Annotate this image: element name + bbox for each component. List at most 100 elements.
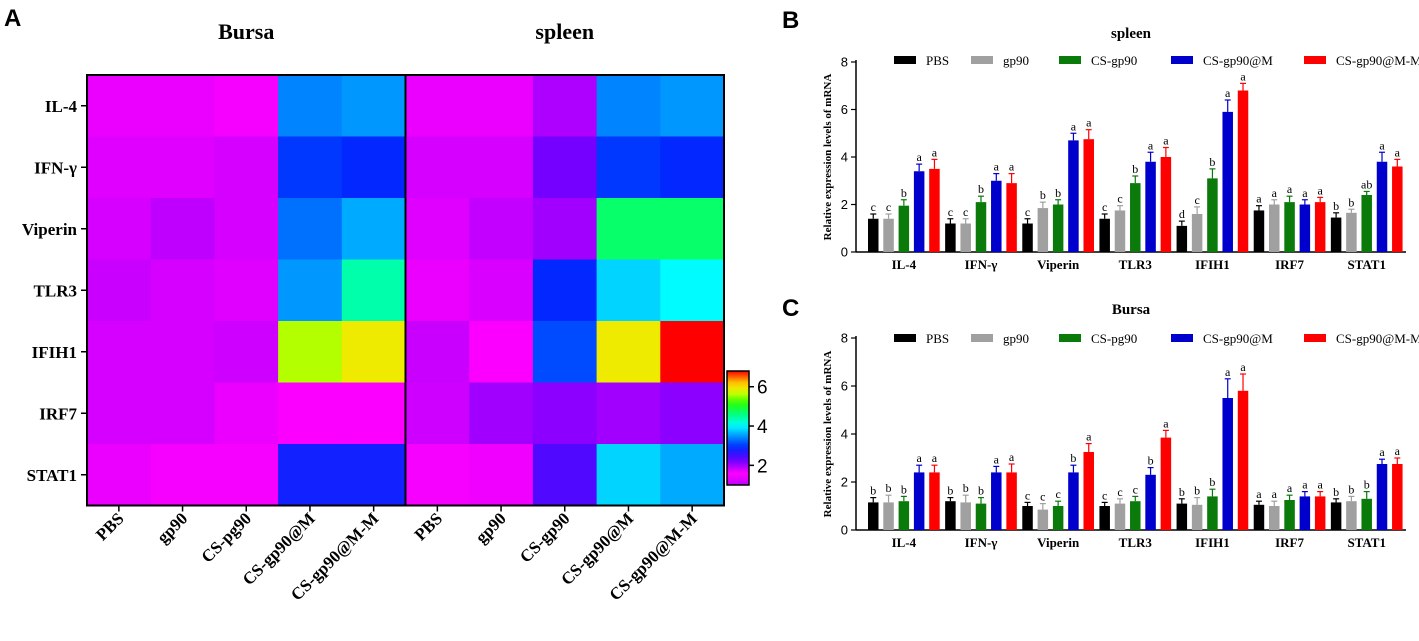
heatmap-cell [214, 321, 279, 384]
significance-letter: c [886, 200, 891, 214]
bar-cs-gp90-m [991, 472, 1002, 530]
significance-letter: c [1194, 193, 1199, 207]
significance-letter: ab [1361, 177, 1372, 191]
bar-cs-pg90 [975, 503, 987, 530]
significance-letter: c [1102, 200, 1107, 214]
heatmap-cell [150, 382, 215, 445]
significance-letter: c [1025, 488, 1030, 502]
significance-letter: b [1333, 485, 1339, 499]
heatmap-cell [596, 136, 661, 199]
heatmap-col-label: CS-pg90 [198, 509, 256, 567]
bar-cs-gp90-m-m [1006, 183, 1017, 252]
significance-letter: a [1009, 450, 1015, 464]
heatmap-row-label: TLR3 [34, 281, 77, 300]
heatmap-cell [469, 321, 534, 384]
heatmap-cell [405, 75, 470, 138]
heatmap-cell [341, 444, 407, 507]
bar-cs-gp90-m-m [1314, 202, 1326, 252]
heatmap-cell [660, 75, 725, 138]
significance-letter: a [1302, 186, 1308, 200]
bar-cs-gp90-m [1376, 161, 1388, 252]
significance-letter: a [1163, 134, 1169, 148]
y-tick-label: 2 [841, 197, 848, 212]
heatmap-cell [596, 75, 661, 138]
x-tick-label: IFIH1 [1195, 535, 1230, 550]
significance-letter: c [1133, 482, 1138, 496]
bar-cs-gp90 [1284, 202, 1295, 252]
bar-cs-gp90-m-m [1392, 464, 1403, 530]
heatmap-cell [214, 136, 279, 199]
y-tick-label: 4 [841, 150, 848, 165]
legend-label-cs-gp90-m-m: CS-gp90@M-M [1336, 331, 1419, 346]
bar-pbs [1330, 502, 1342, 530]
bar-pbs [945, 501, 956, 530]
significance-letter: a [994, 160, 1000, 174]
significance-letter: b [963, 481, 969, 495]
heatmap-cell [405, 321, 470, 384]
heatmap-cell [214, 382, 279, 445]
significance-letter: c [1040, 490, 1045, 504]
bar-pbs [868, 502, 879, 530]
heatmap-cell [405, 259, 470, 322]
bar-gp90 [1037, 509, 1049, 530]
significance-letter: a [994, 452, 1000, 466]
bar-cs-gp90-m [1145, 474, 1156, 530]
significance-letter: b [978, 484, 984, 498]
heatmap-cell [660, 198, 725, 261]
bar-cs-pg90 [1284, 500, 1295, 530]
significance-letter: b [1209, 155, 1215, 169]
bar-cs-gp90-m [1299, 204, 1311, 252]
significance-letter: a [1225, 86, 1231, 100]
heatmap-col-label: PBS [411, 509, 446, 544]
bar-gp90 [1346, 501, 1357, 530]
significance-letter: c [1102, 488, 1107, 502]
heatmap-cell [150, 198, 215, 261]
bar-cs-gp90 [975, 202, 987, 252]
x-tick-label: STAT1 [1347, 257, 1386, 272]
significance-letter: a [1287, 481, 1293, 495]
heatmap-cell [278, 382, 343, 445]
chart-title: Bursa [1112, 302, 1151, 318]
heatmap-cell [341, 259, 407, 322]
y-tick-label: 0 [841, 523, 848, 538]
significance-letter: b [1348, 195, 1354, 209]
heatmap-row-label: IL-4 [45, 97, 78, 116]
bar-gp90 [1037, 208, 1049, 252]
heatmap-row-label: STAT1 [27, 466, 77, 485]
heatmap-cell [469, 198, 534, 261]
heatmap-cell [532, 259, 598, 322]
heatmap-cell [341, 136, 407, 199]
bar-cs-gp90 [1207, 178, 1218, 252]
x-tick-label: IFN-γ [965, 257, 998, 272]
bar-chart-b: spleen PBS gp90 CS-gp90 CS-gp90@M CS-gp90@M-M… [822, 26, 1419, 272]
legend-label-cs-gp90-m: CS-gp90@M [1203, 53, 1273, 68]
heatmap-cell [660, 321, 725, 384]
heatmap-cell [278, 444, 343, 507]
significance-letter: b [901, 186, 907, 200]
bar-pbs [1176, 503, 1188, 530]
x-tick-label: TLR3 [1119, 257, 1153, 272]
y-tick-label: 4 [841, 427, 848, 442]
significance-letter: a [1379, 445, 1385, 459]
significance-letter: a [1086, 430, 1092, 444]
bar-pbs [1253, 504, 1265, 530]
significance-letter: a [1272, 487, 1278, 501]
significance-letter: b [1179, 485, 1185, 499]
bar-pbs [1022, 223, 1033, 252]
significance-letter: b [1194, 484, 1200, 498]
bar-cs-gp90-m-m [1160, 437, 1172, 530]
bar-cs-gp90-m-m [1237, 90, 1249, 252]
panel-b-letter: B [782, 7, 799, 34]
heatmap-cell [278, 259, 343, 322]
heatmap-cell [214, 259, 279, 322]
heatmap-title-bursa: Bursa [218, 19, 274, 44]
bar-pbs [1022, 506, 1033, 530]
y-axis-label: Relative expression levels of mRNA [822, 74, 834, 241]
heatmap-col-label: gp90 [153, 509, 191, 547]
significance-letter: c [1117, 192, 1122, 206]
heatmap-cell [278, 136, 343, 199]
y-tick-label: 6 [841, 379, 848, 394]
heatmap-cell [341, 321, 407, 384]
heatmap-cell [469, 75, 534, 138]
significance-letter: b [947, 484, 953, 498]
